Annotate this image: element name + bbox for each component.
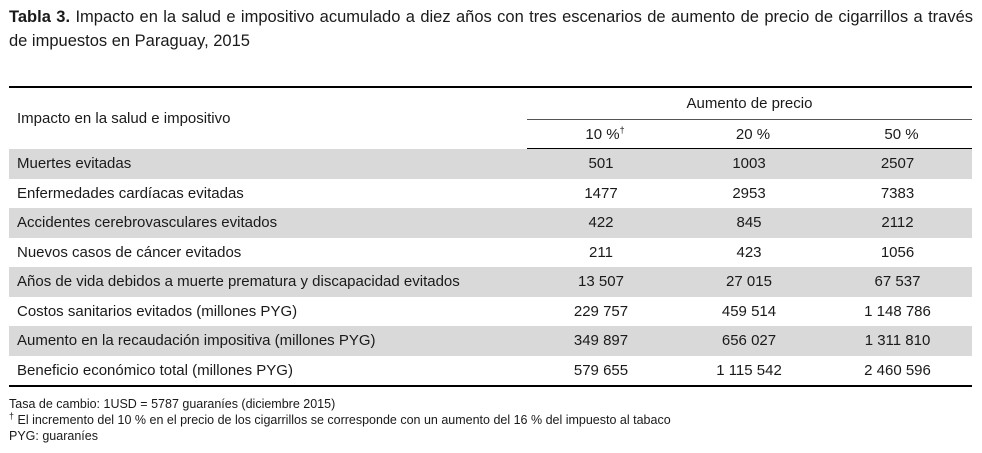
cell-value: 13 507 (527, 267, 675, 297)
table-row: Accidentes cerebrovasculares evitados 42… (9, 208, 972, 238)
row-label: Enfermedades cardíacas evitadas (17, 184, 244, 202)
cell-value: 67 537 (823, 267, 972, 297)
cell-value: 1 148 786 (864, 302, 931, 320)
data-table: Impacto en la salud e impositivo Aumento… (9, 86, 972, 387)
cell-value: 1003 (675, 148, 823, 179)
cell-value: 422 (527, 208, 675, 238)
cell-value: 7383 (880, 184, 915, 202)
row-label: Costos sanitarios evitados (millones PYG… (17, 302, 298, 320)
cell-value: 229 757 (573, 302, 629, 320)
column-header-label: 50 % (884, 125, 919, 143)
cell-value: 579 655 (527, 355, 675, 387)
row-label: Beneficio económico total (millones PYG) (9, 355, 527, 387)
cell-value: 211 (589, 243, 613, 261)
cell-value: 2507 (823, 148, 972, 179)
row-label: Muertes evitadas (9, 148, 527, 179)
table-row: Años de vida debidos a muerte prematura … (9, 267, 972, 297)
cell-value: 27 015 (675, 267, 823, 297)
cell-value: 459 514 (721, 302, 777, 320)
cell-value: 1056 (880, 243, 915, 261)
cell-value: 2112 (823, 208, 972, 238)
cell-value: 1 311 810 (823, 326, 972, 356)
column-header-label: 10 % (585, 125, 620, 143)
table-notes: Tasa de cambio: 1USD = 5787 guaraníes (d… (9, 396, 671, 444)
table-row: Costos sanitarios evitados (millones PYG… (9, 297, 972, 327)
table-row: Aumento en la recaudación impositiva (mi… (9, 326, 972, 356)
caption-text: Impacto en la salud e impositivo acumula… (9, 8, 973, 50)
cell-value: 2 460 596 (823, 355, 972, 387)
table-row: Muertes evitadas 501 1003 2507 (9, 148, 972, 179)
dagger-mark: † (619, 124, 625, 135)
dagger-note: † El incremento del 10 % en el precio de… (9, 410, 671, 428)
group-header: Aumento de precio (527, 86, 972, 120)
row-label: Años de vida debidos a muerte prematura … (9, 267, 527, 297)
dagger-note-text: El incremento del 10 % en el precio de l… (14, 413, 671, 427)
cell-value: 423 (736, 243, 762, 261)
currency-note: PYG: guaraníes (9, 429, 98, 443)
table-row: Beneficio económico total (millones PYG)… (9, 355, 972, 387)
column-header-20: 20 % (675, 119, 823, 149)
cell-value: 656 027 (675, 326, 823, 356)
row-label: Aumento en la recaudación impositiva (mi… (9, 326, 527, 356)
cell-value: 1477 (584, 184, 618, 202)
table-row: Nuevos casos de cáncer evitados 211 423 … (9, 238, 972, 268)
column-header-label: 20 % (735, 125, 771, 143)
column-header-50: 50 % (823, 119, 972, 149)
cell-value: 501 (527, 148, 675, 179)
column-header-10: 10 %† (527, 119, 675, 149)
exchange-rate-note: Tasa de cambio: 1USD = 5787 guaraníes (d… (9, 397, 336, 411)
cell-value: 2953 (732, 184, 766, 202)
dagger-note-mark: † (9, 410, 15, 421)
cell-value: 349 897 (527, 326, 675, 356)
row-label: Nuevos casos de cáncer evitados (17, 243, 242, 261)
table-caption: Tabla 3. Impacto en la salud e impositiv… (9, 5, 973, 53)
cell-value: 845 (675, 208, 823, 238)
cell-value: 1 115 542 (675, 355, 823, 387)
table-row: Enfermedades cardíacas evitadas 1477 295… (9, 179, 972, 209)
caption-label: Tabla 3. (9, 8, 71, 26)
row-header: Impacto en la salud e impositivo (9, 86, 527, 149)
row-label: Accidentes cerebrovasculares evitados (9, 208, 527, 238)
